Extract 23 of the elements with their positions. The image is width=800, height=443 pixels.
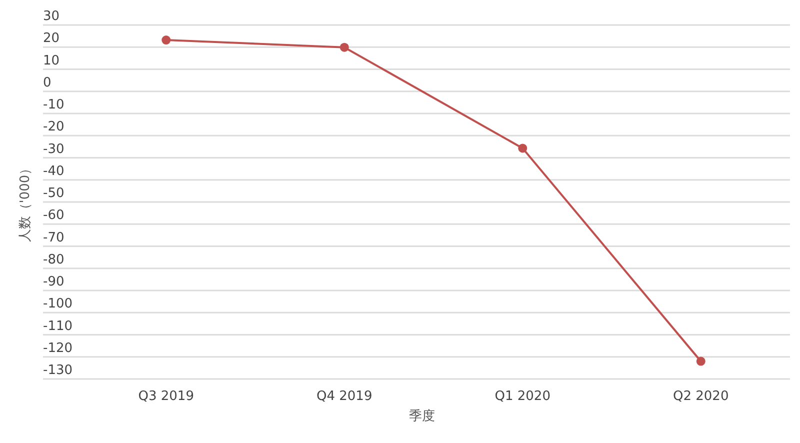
y-tick-label: -60 (43, 208, 64, 224)
x-tick-label: Q2 2020 (673, 389, 729, 404)
y-tick-label: -20 (43, 120, 64, 135)
y-tick-label: 20 (43, 31, 60, 46)
y-tick-label: -90 (43, 274, 64, 290)
y-tick-label: -130 (43, 363, 73, 378)
y-tick-label: 0 (43, 75, 52, 90)
x-tick-label: Q1 2020 (494, 389, 550, 404)
y-tick-label: -70 (43, 230, 64, 246)
y-tick-label: -10 (43, 98, 64, 112)
y-tick-label: -120 (43, 340, 73, 356)
y-tick-label: -50 (43, 186, 64, 201)
y-tick-label: -40 (43, 164, 64, 179)
y-tick-label: -110 (43, 318, 73, 334)
y-tick-label: -80 (43, 252, 64, 268)
x-tick-label: Q4 2019 (316, 389, 372, 404)
y-tick-label: -100 (43, 296, 73, 312)
y-tick-label: 30 (43, 9, 60, 24)
y-axis-title: 人数（'000） (18, 162, 33, 242)
y-tick-label: -30 (43, 142, 64, 157)
y-tick-label: 10 (43, 53, 60, 68)
x-axis-title: 季度 (409, 408, 435, 424)
x-tick-label: Q3 2019 (138, 389, 194, 404)
